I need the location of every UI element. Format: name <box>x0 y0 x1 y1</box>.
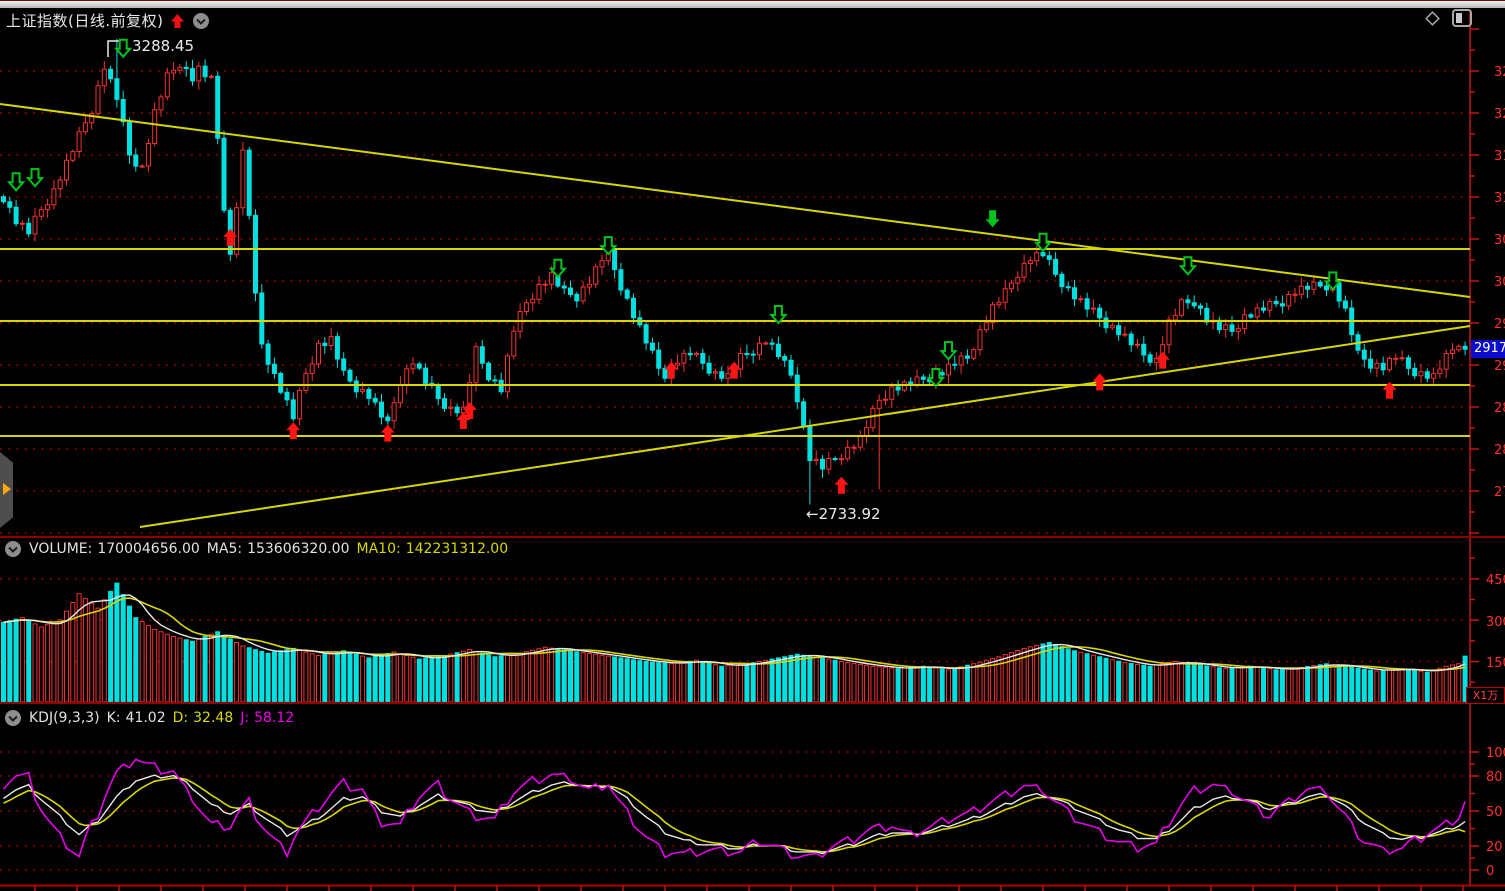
volume-readout: VOLUME: 170004656.00 <box>29 541 200 557</box>
svg-text:0: 0 <box>1486 864 1494 879</box>
svg-text:100: 100 <box>1486 746 1505 761</box>
svg-text:3150: 3150 <box>1494 149 1505 164</box>
chart-titlebar: 上证指数(日线.前复权) <box>6 10 210 31</box>
kdj-header: KDJ(9,3,3) K: 41.02 D: 32.48 J: 58.12 <box>4 709 294 727</box>
kdj-j-readout: J: 58.12 <box>240 710 295 726</box>
main-price-chart[interactable]: 3250 3200 3150 3100 3050 3000 2950 2900 2850 2800… <box>0 0 1505 537</box>
volume-ma10-readout: MA10: 142231312.00 <box>356 541 509 557</box>
volume-ma5-readout: MA5: 153606320.00 <box>206 541 350 557</box>
split-view-icon[interactable] <box>1451 8 1473 28</box>
panel-separator[interactable] <box>0 536 1505 538</box>
last-price-tag: 2917 <box>1471 340 1505 358</box>
expand-arrow-icon <box>3 483 11 495</box>
sidebar-expand-handle[interactable] <box>0 452 13 528</box>
window-top-strip <box>0 0 1505 8</box>
collapse-panel-icon[interactable] <box>192 12 210 30</box>
volume-unit-label: X1万 <box>1466 687 1505 704</box>
volume-header: VOLUME: 170004656.00 MA5: 153606320.00 MA1… <box>4 540 508 558</box>
svg-text:2850: 2850 <box>1494 401 1505 416</box>
kdj-label: KDJ(9,3,3) <box>29 710 100 726</box>
svg-text:80: 80 <box>1486 770 1503 785</box>
collapse-kdj-icon[interactable] <box>4 709 22 727</box>
collapse-volume-icon[interactable] <box>4 540 22 558</box>
svg-text:3000: 3000 <box>1494 275 1505 290</box>
svg-text:45000: 45000 <box>1486 573 1505 588</box>
svg-text:3200: 3200 <box>1494 107 1505 122</box>
svg-text:2900: 2900 <box>1494 359 1505 374</box>
diamond-tool-icon[interactable] <box>1423 9 1441 27</box>
svg-text:30000: 30000 <box>1486 615 1505 630</box>
trend-up-arrow-icon <box>171 13 185 28</box>
svg-text:50: 50 <box>1486 805 1503 820</box>
svg-text:3250: 3250 <box>1494 65 1505 80</box>
svg-text:20: 20 <box>1486 840 1503 855</box>
panel-separator[interactable] <box>0 702 1505 704</box>
kdj-d-readout: D: 32.48 <box>172 710 234 726</box>
svg-text:15000: 15000 <box>1486 656 1505 671</box>
svg-text:3050: 3050 <box>1494 233 1505 248</box>
svg-text:3100: 3100 <box>1494 191 1505 206</box>
kdj-k-readout: K: 41.02 <box>106 710 166 726</box>
chart-title: 上证指数(日线.前复权) <box>6 12 164 30</box>
svg-text:3288.45: 3288.45 <box>132 37 194 55</box>
svg-text:2750: 2750 <box>1494 485 1505 500</box>
corner-tool-icons <box>1423 8 1473 28</box>
svg-text:2800: 2800 <box>1494 443 1505 458</box>
volume-chart[interactable]: 45000 30000 15000 <box>0 537 1505 703</box>
svg-text:←2733.92: ←2733.92 <box>806 505 881 523</box>
kdj-chart[interactable]: 100 80 50 20 0 <box>0 704 1505 891</box>
svg-text:2950: 2950 <box>1494 317 1505 332</box>
